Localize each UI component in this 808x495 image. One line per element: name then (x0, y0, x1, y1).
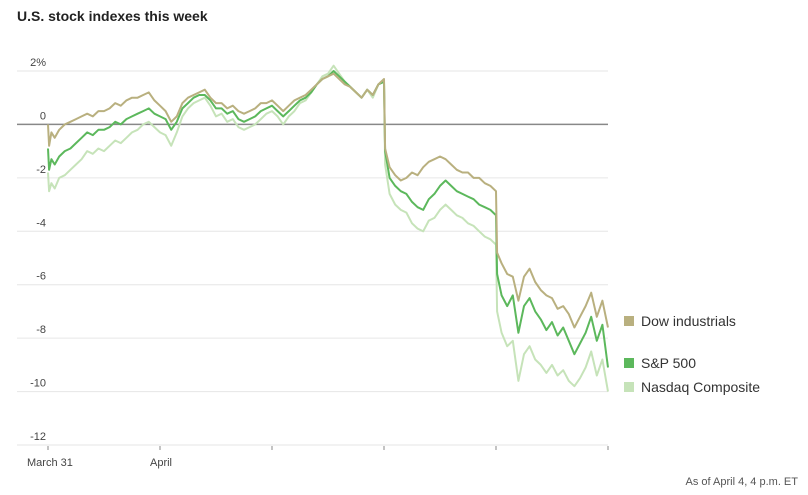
footnote: As of April 4, 4 p.m. ET (685, 476, 799, 488)
y-tick-label: 2% (30, 57, 46, 69)
series-line-s-p-500 (47, 70, 609, 368)
legend-label: Nasdaq Composite (641, 379, 760, 395)
x-tick-label: April (150, 457, 172, 469)
y-tick-label: -12 (30, 431, 46, 443)
y-tick-label: -2 (36, 164, 46, 176)
x-tick-label: March 31 (27, 457, 73, 469)
grid: 2% 0 -2 -4 -6 -8 -10 -12 (17, 57, 608, 446)
y-tick-label: -4 (36, 217, 46, 229)
legend: Dow industrials S&P 500 Nasdaq Composite (624, 313, 760, 395)
legend-swatch (624, 358, 634, 368)
y-tick-label: 0 (40, 110, 46, 122)
legend-label: S&P 500 (641, 355, 696, 371)
series-line-dow-industrials (47, 72, 609, 329)
x-axis: March 31 April (27, 446, 609, 469)
y-tick-label: -8 (36, 324, 46, 336)
series-group (47, 64, 609, 392)
y-tick-label: -10 (30, 378, 46, 390)
legend-swatch (624, 382, 634, 392)
legend-swatch (624, 316, 634, 326)
y-tick-label: -6 (36, 271, 46, 283)
chart-title: U.S. stock indexes this week (17, 8, 208, 24)
legend-label: Dow industrials (641, 313, 736, 329)
series-line-nasdaq-composite (47, 64, 609, 392)
